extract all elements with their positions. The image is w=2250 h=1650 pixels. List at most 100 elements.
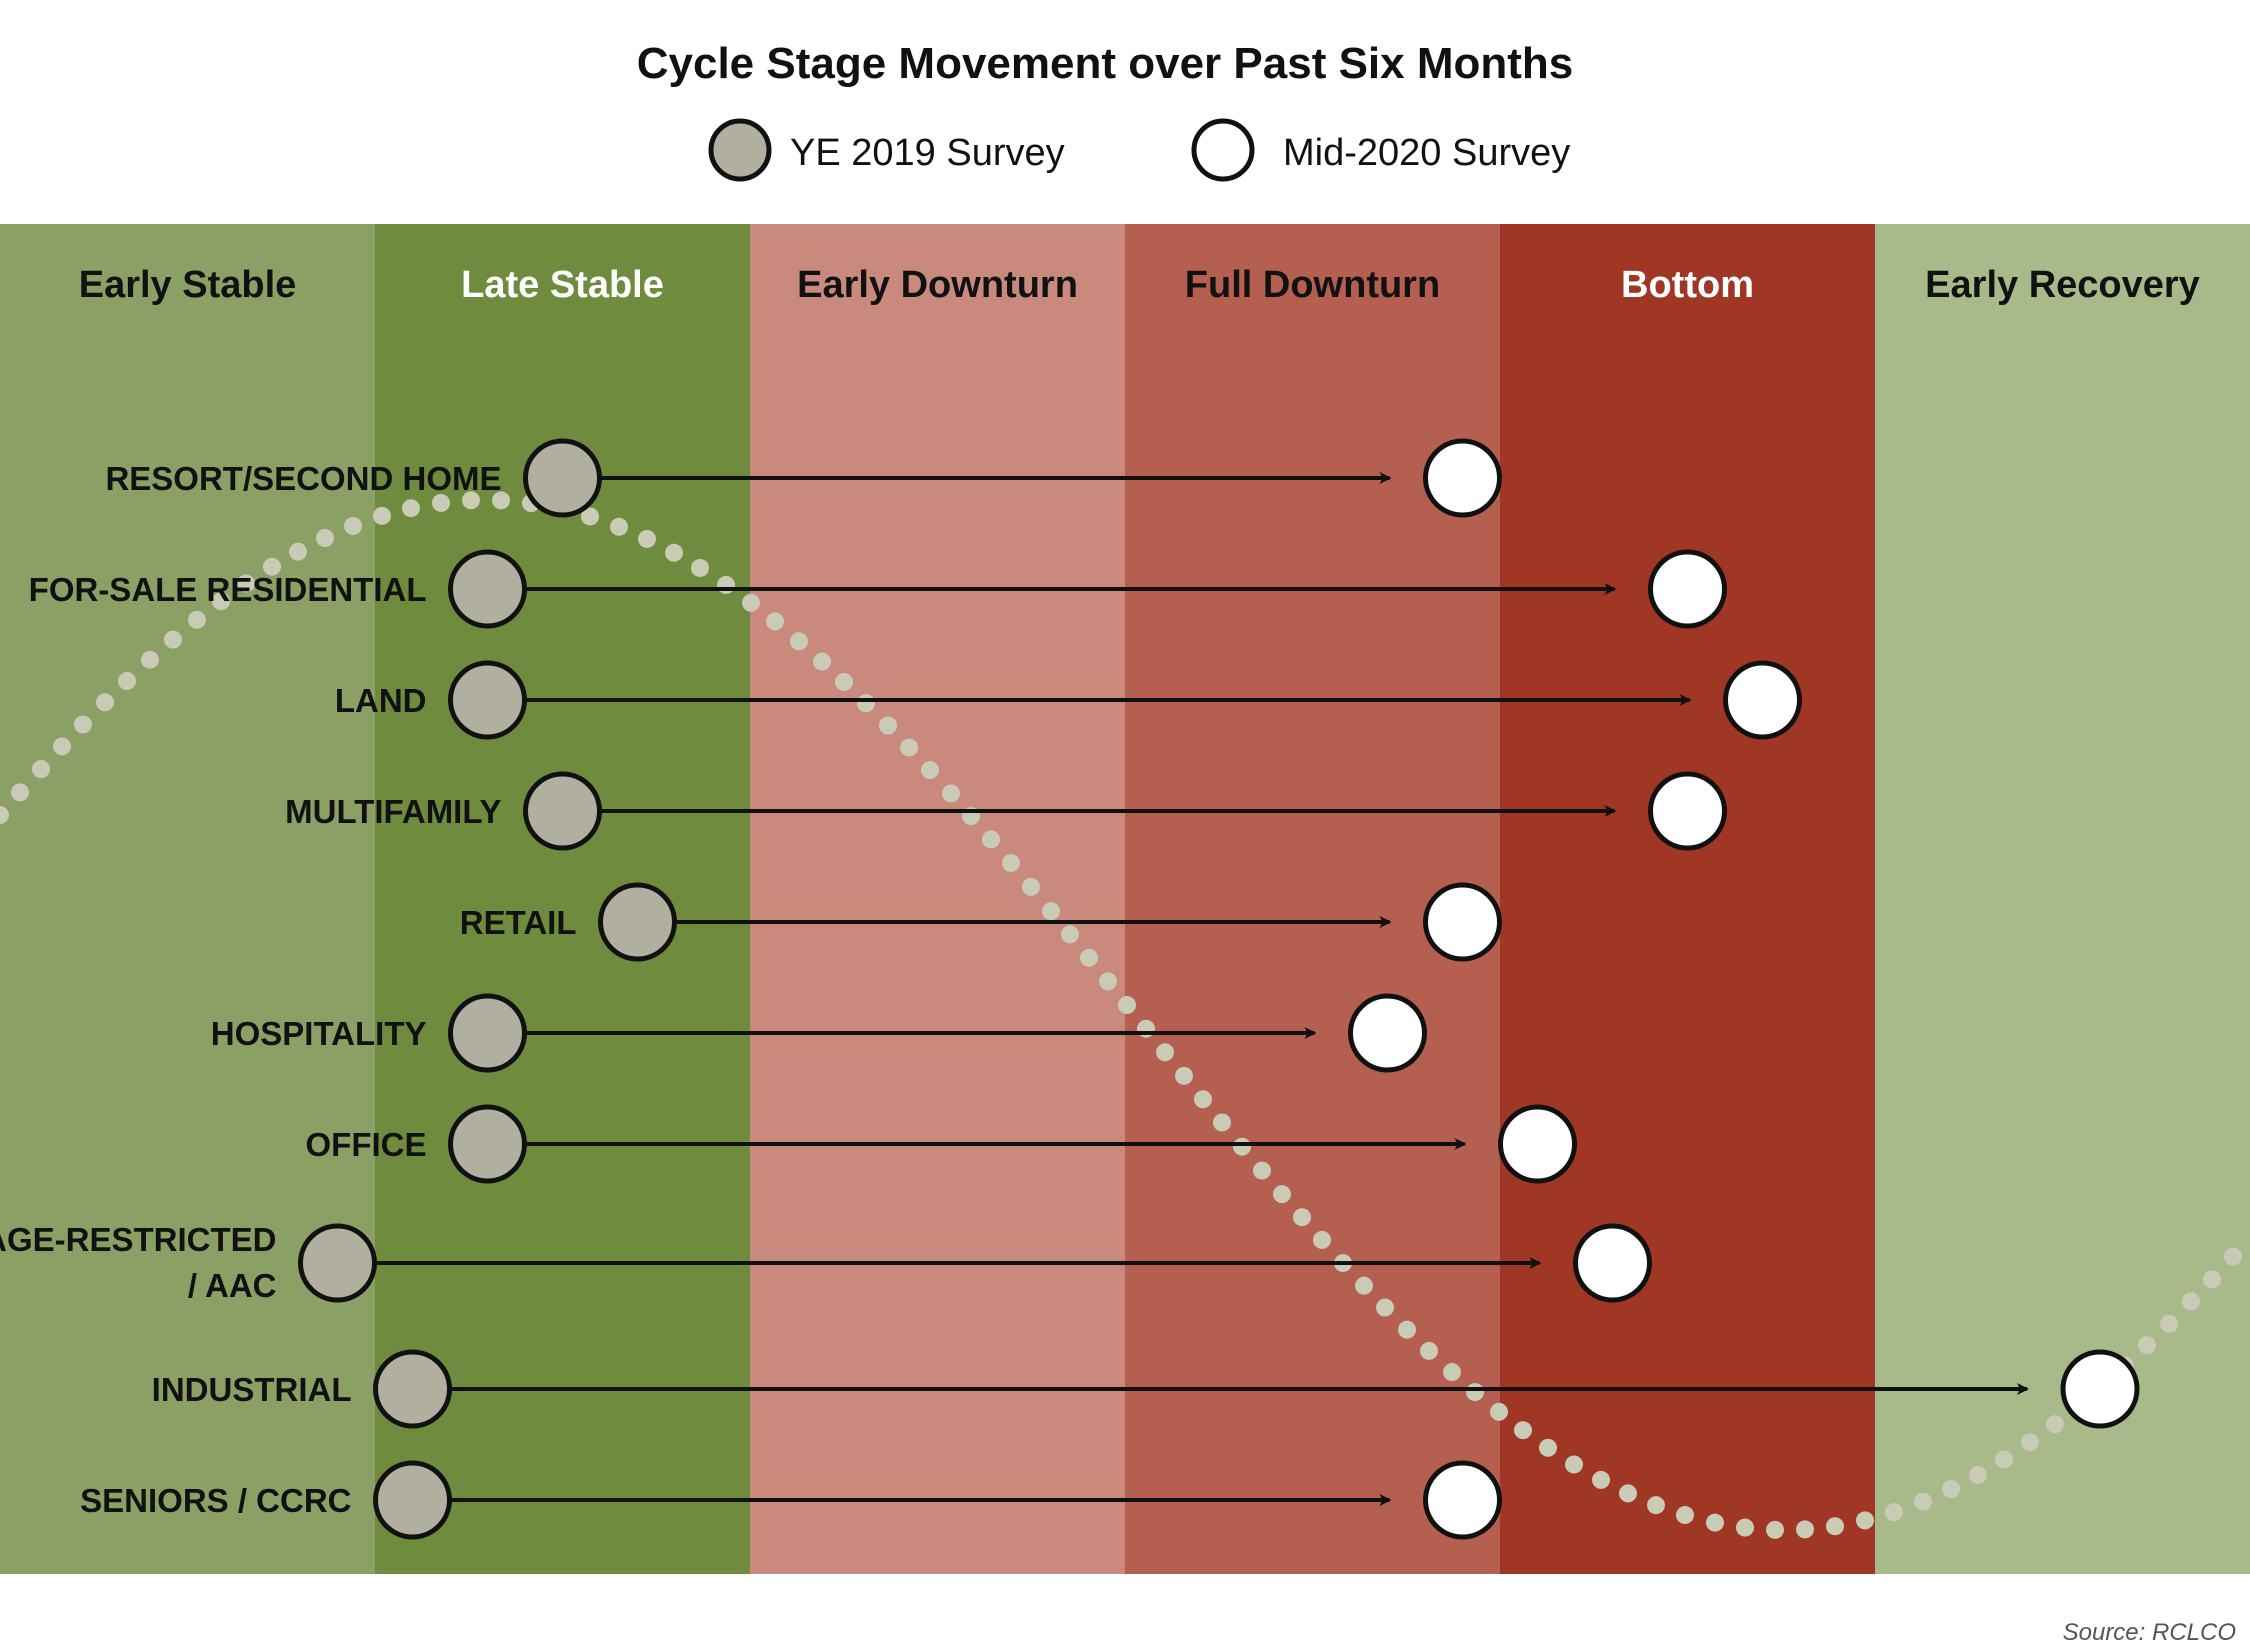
- cycle-dot: [2224, 1247, 2242, 1266]
- cycle-dot: [1706, 1513, 1724, 1532]
- cycle-dot: [879, 716, 897, 735]
- stage-band: [1500, 224, 1875, 1574]
- cycle-dot: [2160, 1314, 2178, 1333]
- sector-row: INDUSTRIAL: [152, 1349, 2140, 1429]
- cycle-dot: [1942, 1480, 1960, 1499]
- mid2020-marker: [1648, 771, 1727, 851]
- cycle-dot: [1042, 902, 1060, 921]
- row-label: AGE-RESTRICTED: [0, 1221, 277, 1258]
- cycle-dot: [835, 672, 853, 691]
- cycle-dot: [982, 830, 1000, 849]
- stage-band: [1875, 224, 2250, 1574]
- stage-label: Late Stable: [461, 264, 664, 306]
- cycle-dot: [164, 630, 182, 649]
- cycle-dot: [237, 574, 255, 593]
- cycle-dot: [1398, 1320, 1416, 1339]
- cycle-dot: [118, 672, 136, 691]
- cycle-dot: [1175, 1066, 1193, 1085]
- ye2019-marker: [373, 1349, 452, 1429]
- legend: YE 2019 Survey Mid-2020 Survey: [708, 118, 1570, 182]
- cycle-dot: [141, 650, 159, 669]
- stage-bands: Early Stable Late Stable Early Downturn Ful…: [0, 224, 2250, 1574]
- stage-label: Bottom: [1621, 264, 1754, 306]
- cycle-dot: [1856, 1511, 1874, 1530]
- ye2019-marker: [298, 1223, 377, 1303]
- cycle-dot: [1194, 1090, 1212, 1109]
- cycle-dot: [665, 543, 683, 562]
- cycle-dot: [1995, 1450, 2013, 1469]
- cycle-dot: [74, 715, 92, 734]
- sector-row: SENIORS / CCRC: [80, 1460, 1502, 1540]
- cycle-dot: [581, 507, 599, 526]
- cycle-dot: [1376, 1298, 1394, 1317]
- mid2020-marker: [1723, 660, 1802, 740]
- ye2019-marker: [448, 1104, 527, 1184]
- legend-ye2019-label: YE 2019 Survey: [790, 132, 1065, 174]
- stage-label: Early Recovery: [1925, 264, 2200, 306]
- legend-mid2020-label: Mid-2020 Survey: [1283, 132, 1570, 174]
- cycle-dot: [1253, 1161, 1271, 1180]
- cycle-dot: [1002, 853, 1020, 872]
- legend-ye2019-marker: [708, 118, 772, 182]
- cycle-dot: [610, 517, 628, 536]
- stage-band: [0, 224, 375, 1574]
- sector-row: MULTIFAMILY: [285, 771, 1727, 851]
- cycle-dot: [11, 783, 29, 802]
- stage-label: Early Downturn: [797, 264, 1078, 306]
- cycle-dot: [1490, 1402, 1508, 1421]
- cycle-dot: [1885, 1503, 1903, 1522]
- cycle-dot: [1420, 1341, 1438, 1360]
- cycle-dot: [344, 516, 362, 535]
- mid2020-marker: [2060, 1349, 2140, 1429]
- cycle-curve: [0, 491, 2242, 1539]
- row-label: MULTIFAMILY: [285, 793, 501, 830]
- cycle-dot: [2203, 1270, 2221, 1289]
- sector-row: RESORT/SECOND HOME: [105, 438, 1502, 518]
- sector-row: AGE-RESTRICTED / AAC: [0, 1221, 1652, 1304]
- cycle-dot: [1619, 1484, 1637, 1503]
- mid2020-marker: [1498, 1104, 1577, 1184]
- row-label: LAND: [335, 682, 427, 719]
- mid2020-marker: [1573, 1223, 1652, 1303]
- sector-row: HOSPITALITY: [211, 993, 1427, 1073]
- ye2019-marker: [448, 549, 527, 629]
- row-label: FOR-SALE RESIDENTIAL: [29, 571, 427, 608]
- ye2019-marker: [373, 1460, 452, 1540]
- cycle-dot: [1443, 1363, 1461, 1382]
- chart-title: Cycle Stage Movement over Past Six Month…: [637, 39, 1574, 88]
- cycle-dot: [1061, 925, 1079, 944]
- cycle-dot: [2046, 1415, 2064, 1434]
- cycle-dot: [432, 493, 450, 512]
- sector-row: LAND: [335, 660, 1802, 740]
- cycle-dot: [1736, 1518, 1754, 1537]
- cycle-dot: [1514, 1421, 1532, 1440]
- cycle-dot: [2182, 1292, 2200, 1311]
- cycle-dot: [462, 491, 480, 510]
- row-label: SENIORS / CCRC: [80, 1482, 351, 1519]
- cycle-dot: [1796, 1520, 1814, 1539]
- legend-mid2020-marker: [1191, 118, 1255, 182]
- cycle-dot: [1592, 1470, 1610, 1489]
- row-label: OFFICE: [306, 1126, 427, 1163]
- cycle-dot: [263, 557, 281, 576]
- sector-rows: RESORT/SECOND HOME FOR-SALE RESIDENTIAL LA…: [0, 438, 2140, 1540]
- cycle-dot: [1766, 1520, 1784, 1539]
- row-label: INDUSTRIAL: [152, 1371, 352, 1408]
- cycle-dot: [212, 592, 230, 611]
- cycle-dot: [942, 784, 960, 803]
- cycle-dot: [742, 593, 760, 612]
- cycle-dot: [1647, 1496, 1665, 1515]
- cycle-dot: [1539, 1438, 1557, 1457]
- cycle-dot: [2021, 1433, 2039, 1452]
- cycle-dot: [2138, 1336, 2156, 1355]
- sector-row: OFFICE: [306, 1104, 1577, 1184]
- cycle-dot: [1969, 1465, 1987, 1484]
- cycle-dot: [857, 694, 875, 713]
- cycle-dot: [1213, 1113, 1231, 1132]
- source-note: Source: RCLCO: [2063, 1619, 2236, 1646]
- cycle-dot: [1233, 1137, 1251, 1156]
- cycle-dot: [0, 806, 9, 825]
- cycle-dot: [921, 761, 939, 780]
- cycle-dot: [289, 542, 307, 561]
- mid2020-marker: [1423, 1460, 1502, 1540]
